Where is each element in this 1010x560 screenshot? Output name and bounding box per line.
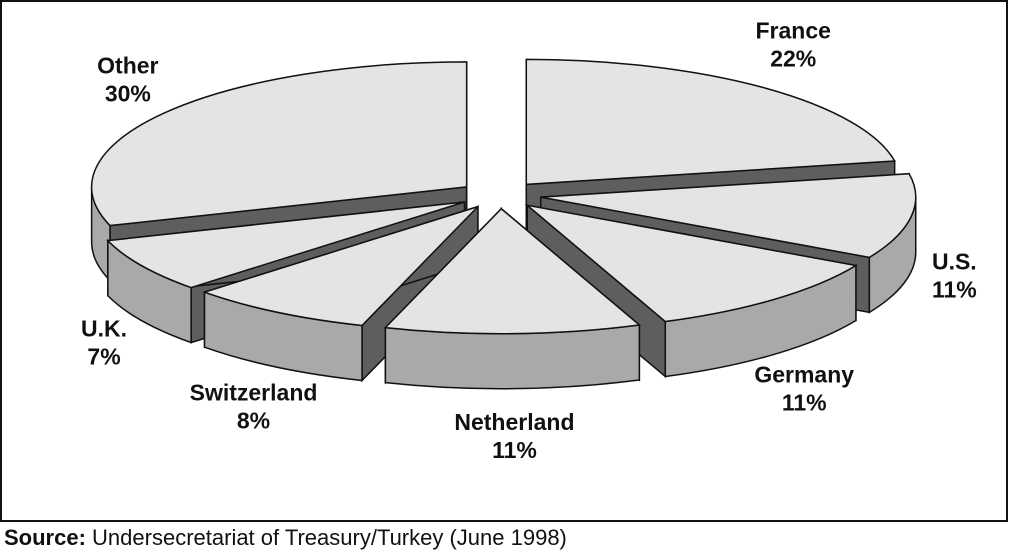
value-label: 7%	[87, 344, 120, 370]
category-label: Switzerland	[190, 379, 318, 405]
labels: France22%U.S.11%Germany11%Netherland11%S…	[81, 18, 977, 463]
frame	[0, 0, 1008, 522]
category-label: France	[755, 18, 830, 44]
slice-top	[202, 205, 479, 327]
slice-top	[383, 207, 642, 335]
category-label: U.K.	[81, 316, 127, 342]
value-label: 22%	[770, 46, 816, 72]
value-label: 11%	[782, 390, 827, 416]
source-text: Undersecretariat of Treasury/Turkey (Jun…	[92, 525, 567, 550]
value-label: 11%	[492, 437, 537, 463]
category-label: Germany	[754, 362, 854, 388]
slice-top	[90, 61, 468, 227]
category-label: Other	[97, 52, 158, 78]
category-label: U.S.	[932, 249, 977, 275]
slice-top	[106, 201, 465, 289]
slice-top	[525, 58, 896, 186]
source-label: Source:	[4, 525, 86, 550]
slice-top	[524, 204, 858, 323]
source: Source: Undersecretariat of Treasury/Tur…	[4, 525, 567, 550]
pie	[90, 58, 917, 390]
value-label: 30%	[105, 80, 151, 106]
value-label: 8%	[237, 407, 270, 433]
category-label: Netherland	[454, 409, 574, 435]
slice-top	[540, 172, 917, 259]
value-label: 11%	[932, 277, 977, 303]
slice	[383, 206, 642, 390]
